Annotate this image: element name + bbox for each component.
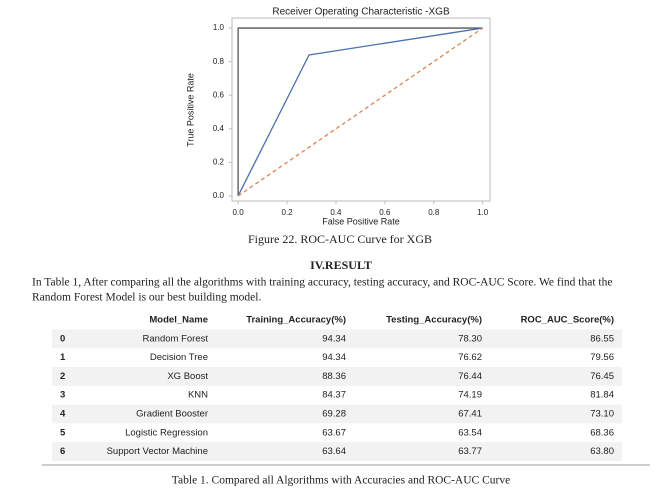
column-header: ROC_AUC_Score(%)	[521, 315, 614, 326]
table-cell: 86.55	[590, 333, 614, 344]
table-cell: Random Forest	[143, 333, 209, 344]
row-band	[52, 404, 622, 424]
table-cell: 76.44	[458, 371, 482, 382]
y-tick-label: 1.0	[213, 23, 225, 32]
y-tick-label: 0.4	[213, 124, 225, 133]
row-band	[52, 329, 622, 349]
paragraph-line: In Table 1, After comparing all the algo…	[32, 277, 612, 289]
table-cell: KNN	[188, 390, 208, 401]
column-header: Testing_Accuracy(%)	[386, 315, 482, 326]
column-header: Model_Name	[149, 315, 208, 326]
table-cell: Support Vector Machine	[107, 446, 208, 457]
table-cell: 73.10	[590, 409, 614, 420]
table-cell: 76.45	[590, 371, 614, 382]
table-cell: 74.19	[458, 390, 482, 401]
paragraph-line: Random Forest Model is our best building…	[32, 292, 261, 304]
section-title: IV.RESULT	[310, 258, 372, 272]
row-index: 2	[60, 371, 65, 382]
y-tick-label: 0.8	[213, 57, 225, 66]
table-cell: 68.36	[590, 427, 614, 438]
column-header: Training_Accuracy(%)	[246, 315, 346, 326]
table-cell: 63.64	[322, 446, 346, 457]
figure-caption: Figure 22. ROC-AUC Curve for XGB	[248, 232, 432, 246]
x-tick-label: 0.4	[330, 208, 342, 217]
table-cell: XG Boost	[167, 371, 208, 382]
table-cell: 76.62	[458, 352, 482, 363]
y-tick-label: 0.0	[213, 191, 225, 200]
table-cell: 67.41	[458, 409, 482, 420]
roc-line	[237, 27, 484, 197]
table-cell: 78.30	[458, 333, 482, 344]
chart-title: Receiver Operating Characteristic -XGB	[272, 7, 450, 18]
row-index: 5	[60, 427, 66, 438]
table-cell: 63.77	[458, 446, 482, 457]
x-tick-label: 0.0	[233, 208, 245, 217]
roc-line	[237, 27, 483, 196]
row-band	[52, 442, 622, 461]
row-band	[52, 367, 622, 386]
table-cell: 69.28	[322, 409, 346, 420]
table-cell: 63.67	[322, 427, 346, 438]
table-caption: Table 1. Compared all Algorithms with Ac…	[172, 475, 510, 487]
x-tick-label: 0.2	[281, 208, 293, 217]
table-cell: 94.34	[322, 352, 346, 363]
roc-line	[237, 27, 483, 197]
table-cell: 81.84	[590, 390, 614, 401]
y-tick-label: 0.2	[213, 157, 225, 166]
table-cell: Gradient Booster	[136, 409, 208, 420]
row-index: 4	[60, 409, 66, 420]
table-cell: Decision Tree	[150, 352, 208, 363]
table-cell: 63.80	[590, 446, 614, 457]
table-cell: 63.54	[458, 427, 482, 438]
x-tick-label: 1.0	[477, 208, 489, 217]
plot-frame	[231, 17, 491, 202]
x-tick-label: 0.6	[379, 208, 391, 217]
table-cell: 84.37	[322, 390, 346, 401]
row-index: 6	[60, 446, 65, 457]
table-cell: Logistic Regression	[125, 427, 208, 438]
row-index: 3	[60, 390, 65, 401]
row-index: 0	[60, 333, 65, 344]
y-axis-label: True Positive Rate	[185, 73, 195, 147]
table-cell: 79.56	[590, 352, 614, 363]
row-index: 1	[60, 352, 66, 363]
y-tick-label: 0.6	[213, 90, 225, 99]
table-cell: 94.34	[322, 333, 346, 344]
table-cell: 88.36	[322, 371, 346, 382]
x-axis-label: False Positive Rate	[322, 216, 400, 226]
x-tick-label: 0.8	[428, 208, 440, 217]
